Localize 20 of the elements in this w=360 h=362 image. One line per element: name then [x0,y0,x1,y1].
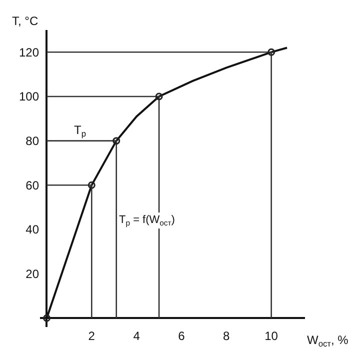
x-axis-title: W$_{ост}$, % [307,333,349,349]
point [268,48,276,56]
y-tick-label: 100 [18,90,40,104]
annotation: T$_{р}$ [74,123,86,139]
y-tick-label: 40 [26,222,40,237]
x-tick-label: 4 [133,329,140,343]
y-tick-label: 80 [26,134,40,148]
point [155,92,163,100]
y-axis-title: T, °C [12,14,38,28]
annotation: T$_{р}$ = f(W$_{ост}$) [119,214,175,228]
y-tick-label: 60 [26,178,40,192]
x-tick-label: 8 [223,329,230,343]
point [42,314,50,322]
x-tick-label: 2 [88,329,96,343]
y-tick-label: 120 [18,45,40,60]
point [88,181,96,189]
x-tick-label: 6 [178,329,186,343]
x-tick-label: 10 [264,329,278,343]
y-tick-label: 20 [26,267,40,282]
point [112,137,120,145]
